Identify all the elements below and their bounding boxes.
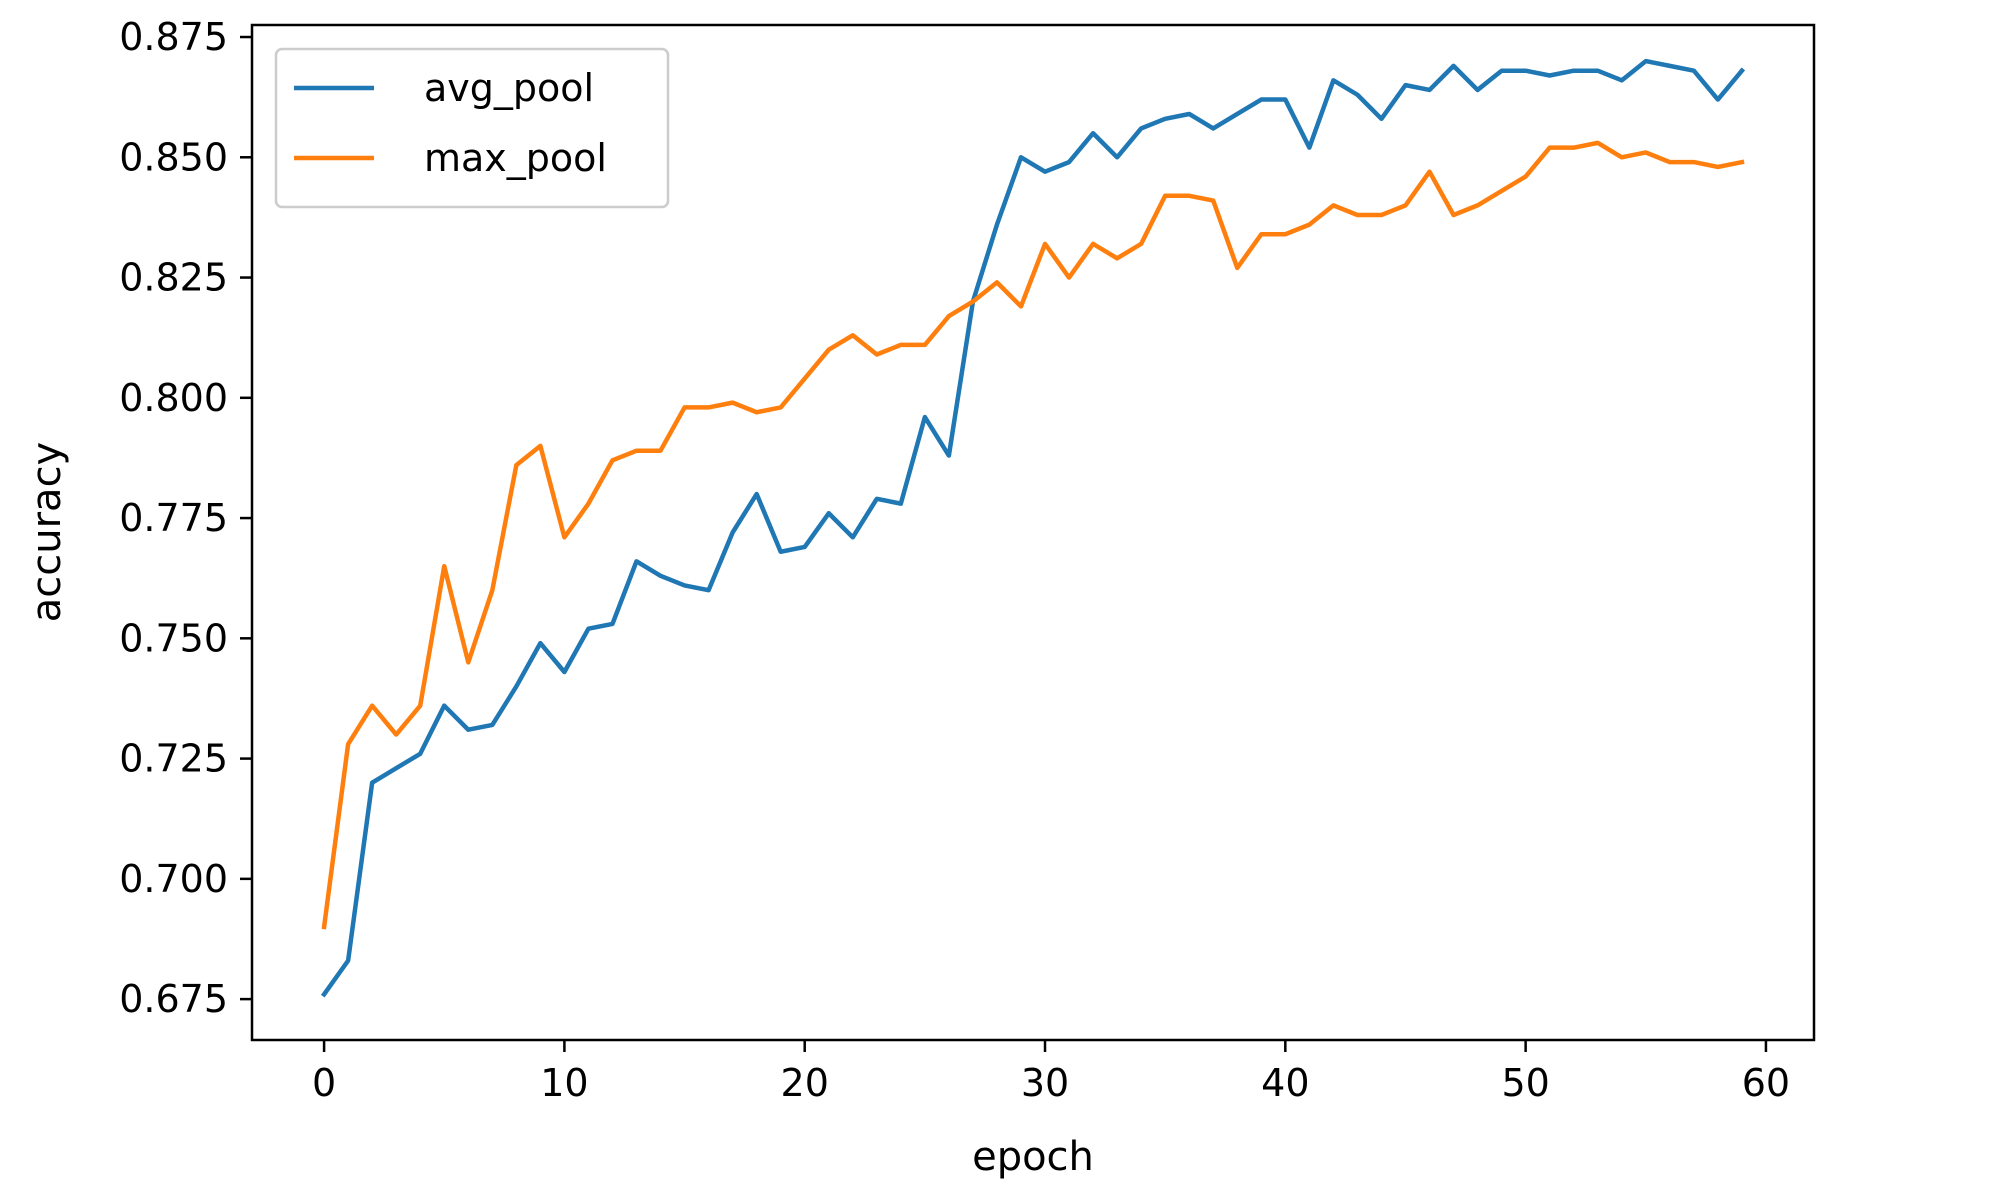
legend-label: avg_pool — [424, 66, 594, 110]
y-tick-label: 0.750 — [119, 616, 228, 660]
y-tick-label: 0.700 — [119, 857, 228, 901]
legend-label: max_pool — [424, 136, 607, 180]
x-tick-label: 40 — [1261, 1061, 1309, 1105]
x-tick-label: 50 — [1501, 1061, 1549, 1105]
x-tick-label: 0 — [312, 1061, 336, 1105]
x-axis: 0 10 20 30 40 50 60 — [312, 1040, 1790, 1105]
y-tick-label: 0.800 — [119, 376, 228, 420]
series-line-avg-pool — [320, 58, 1746, 998]
legend: avg_pool max_pool — [274, 47, 670, 209]
y-tick-label: 0.775 — [119, 496, 228, 540]
y-tick-label: 0.875 — [119, 15, 228, 59]
plot-frame — [250, 23, 1816, 1042]
y-tick-label: 0.850 — [119, 135, 228, 179]
x-axis-label: epoch — [972, 1134, 1094, 1180]
x-tick-label: 20 — [781, 1061, 829, 1105]
series-line-max-pool — [321, 140, 1745, 930]
x-tick-label: 30 — [1021, 1061, 1069, 1105]
y-axis-label: accuracy — [24, 442, 70, 622]
y-tick-label: 0.825 — [119, 256, 228, 300]
x-tick-label: 10 — [540, 1061, 588, 1105]
series-layer — [320, 58, 1746, 998]
y-axis: 0.675 0.700 0.725 0.750 0.775 0.800 0.825 0.850… — [119, 15, 252, 1021]
y-tick-label: 0.675 — [119, 977, 228, 1021]
x-tick-label: 60 — [1742, 1061, 1790, 1105]
y-tick-label: 0.725 — [119, 737, 228, 781]
